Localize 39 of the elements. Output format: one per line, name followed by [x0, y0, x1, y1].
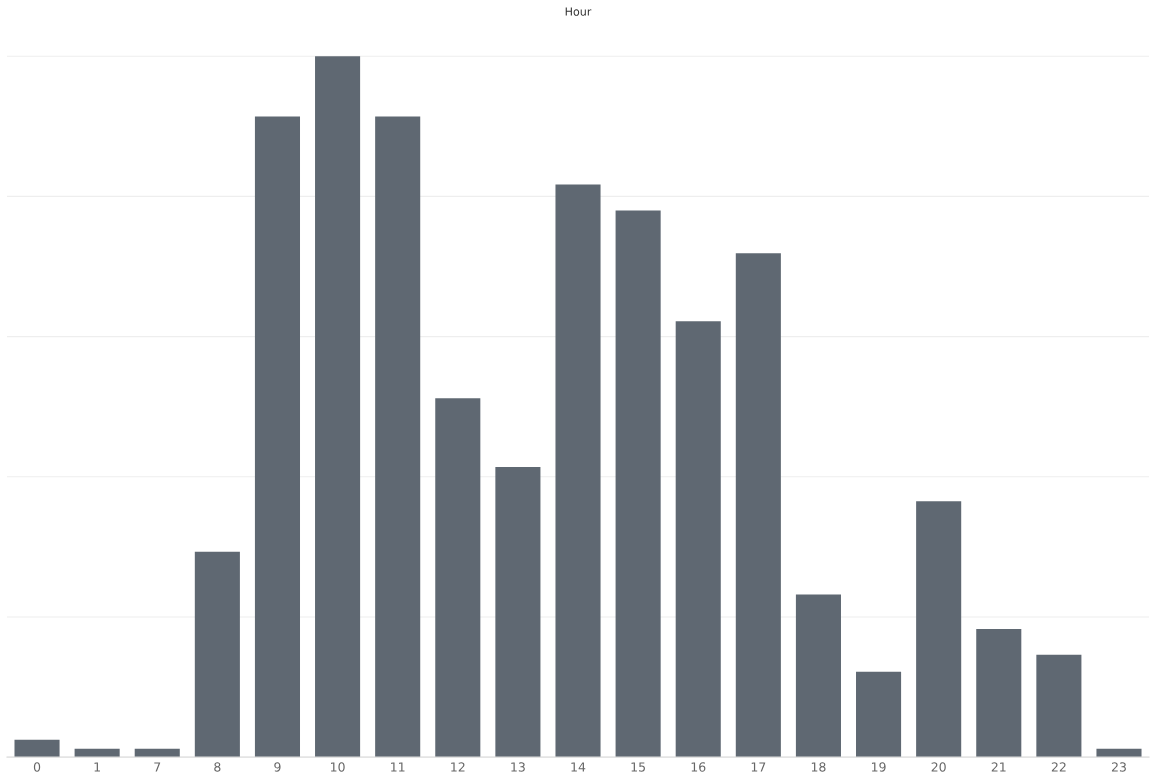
x-tick-label: 10: [331, 762, 345, 772]
bar: [976, 628, 1022, 758]
bar: [675, 321, 721, 758]
x-tick-label: 11: [391, 762, 405, 772]
bar: [435, 398, 481, 758]
x-tick-label: 8: [214, 762, 221, 772]
bar: [916, 501, 962, 758]
x-tick-label: 21: [991, 762, 1006, 772]
x-tick-label: 19: [871, 762, 886, 772]
bar: [1036, 654, 1082, 758]
x-tick-label: 9: [274, 762, 281, 772]
bar: [375, 116, 421, 758]
bar: [856, 671, 902, 758]
x-tick-label: 14: [571, 762, 586, 772]
bar: [735, 253, 781, 758]
x-tick-label: 15: [631, 762, 645, 772]
bar: [254, 116, 301, 758]
x-tick-label: 20: [931, 762, 946, 772]
bar: [74, 748, 120, 758]
x-tick-label: 13: [511, 762, 525, 772]
x-tick-label: 12: [451, 762, 465, 772]
x-tick-label: 18: [811, 762, 826, 772]
x-tick-label: 0: [33, 762, 41, 772]
x-tick-label: 7: [154, 762, 161, 772]
bar: [615, 210, 661, 758]
bar: [1096, 748, 1142, 758]
bar: [134, 748, 180, 758]
chart-title: Hour: [565, 7, 592, 16]
bar: [795, 594, 841, 758]
x-tick-label: 22: [1051, 762, 1066, 772]
x-tick-label: 16: [691, 762, 706, 772]
bar: [495, 466, 541, 758]
bar: [315, 56, 361, 758]
bar: [555, 184, 601, 758]
bar: [194, 551, 240, 758]
x-tick-label: 1: [94, 762, 100, 772]
x-tick-label: 23: [1111, 762, 1126, 772]
x-tick-label: 17: [751, 762, 766, 772]
bar: [14, 739, 60, 758]
